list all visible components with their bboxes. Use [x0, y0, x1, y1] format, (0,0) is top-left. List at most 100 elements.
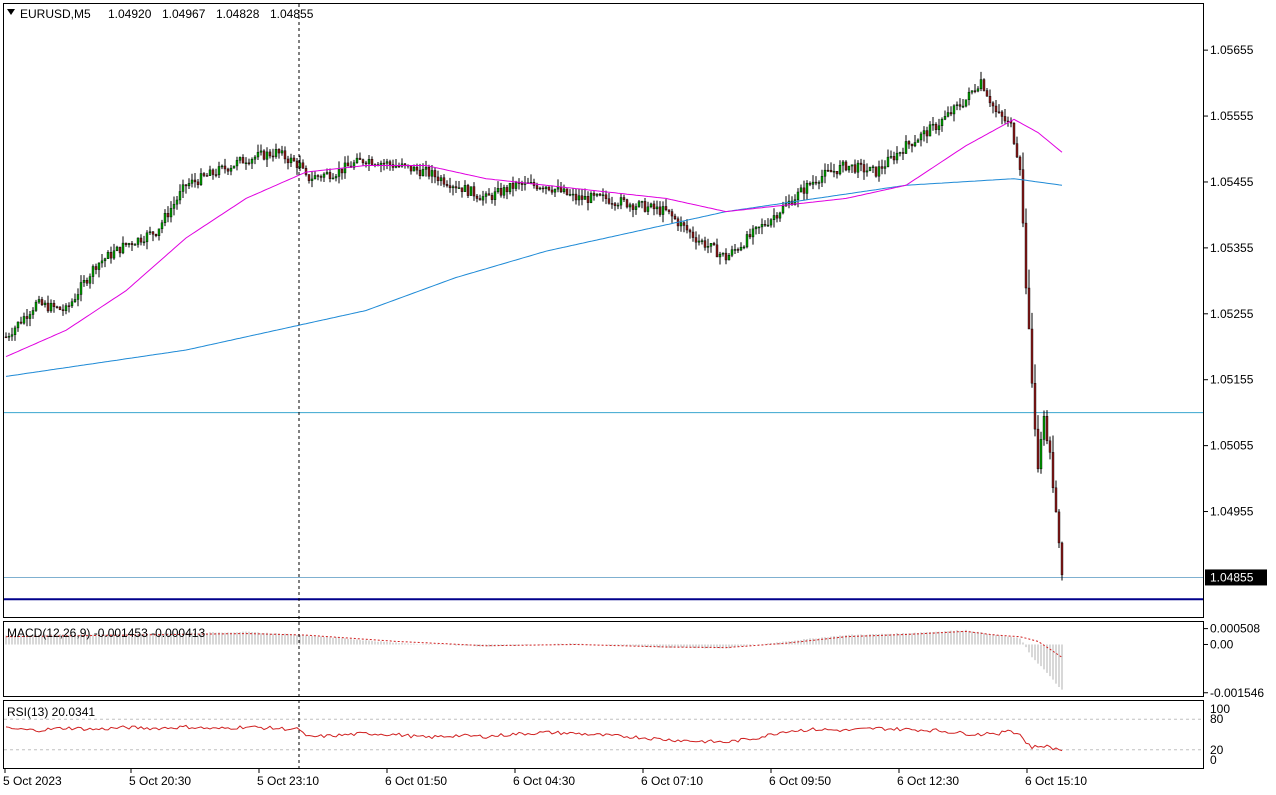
candle-body[interactable]: [145, 232, 149, 243]
candle-body[interactable]: [478, 198, 482, 201]
candle-body[interactable]: [649, 203, 653, 208]
candle-body[interactable]: [55, 306, 59, 308]
candle-body[interactable]: [250, 159, 254, 164]
candle-body[interactable]: [283, 150, 287, 160]
candle-body[interactable]: [913, 142, 917, 147]
candle-body[interactable]: [715, 244, 719, 258]
candle-body[interactable]: [961, 105, 965, 108]
candle-body[interactable]: [229, 167, 233, 172]
candle-body[interactable]: [559, 186, 563, 193]
candle-body[interactable]: [742, 246, 746, 249]
candle-body[interactable]: [769, 219, 773, 226]
macd-plot[interactable]: [5, 629, 1063, 690]
candle-body[interactable]: [682, 222, 686, 226]
candle-body[interactable]: [544, 186, 548, 189]
candle-body[interactable]: [151, 231, 155, 235]
candle-body[interactable]: [301, 162, 305, 169]
candle-body[interactable]: [946, 112, 950, 117]
candle-body[interactable]: [955, 104, 959, 107]
candle-body[interactable]: [160, 222, 164, 230]
candle-body[interactable]: [739, 246, 743, 251]
candle-body[interactable]: [793, 199, 797, 205]
candle-body[interactable]: [934, 123, 938, 130]
ma-slow-line[interactable]: [5, 178, 1063, 377]
candle-body[interactable]: [211, 169, 215, 175]
candle-body[interactable]: [886, 156, 890, 167]
candle-body[interactable]: [982, 79, 986, 91]
candle-body[interactable]: [949, 112, 953, 115]
candle-body[interactable]: [436, 176, 440, 182]
candle-body[interactable]: [622, 197, 626, 200]
candle-body[interactable]: [820, 176, 824, 183]
candle-body[interactable]: [217, 166, 221, 176]
candle-body[interactable]: [409, 165, 413, 172]
candle-body[interactable]: [928, 124, 932, 137]
candle-body[interactable]: [883, 166, 887, 169]
candle-body[interactable]: [298, 162, 302, 168]
candle-body[interactable]: [718, 253, 722, 258]
candle-body[interactable]: [724, 252, 728, 261]
candle-body[interactable]: [937, 125, 941, 130]
candle-body[interactable]: [904, 141, 908, 154]
candle-body[interactable]: [16, 321, 20, 329]
candle-body[interactable]: [484, 193, 488, 197]
candle-body[interactable]: [823, 169, 827, 177]
candle-body[interactable]: [535, 185, 539, 190]
candle-body[interactable]: [259, 150, 263, 153]
candle-body[interactable]: [133, 244, 137, 246]
candle-body[interactable]: [190, 179, 194, 184]
candle-body[interactable]: [130, 243, 134, 245]
candle-body[interactable]: [331, 177, 335, 180]
candle-body[interactable]: [466, 185, 470, 196]
candle-body[interactable]: [940, 119, 944, 127]
candle-body[interactable]: [286, 158, 290, 164]
candle-body[interactable]: [124, 242, 128, 245]
candle-body[interactable]: [43, 302, 47, 305]
candle-body[interactable]: [895, 152, 899, 161]
candle-body[interactable]: [541, 187, 545, 190]
candle-body[interactable]: [835, 170, 839, 175]
rsi-plot[interactable]: [4, 718, 1203, 752]
candle-body[interactable]: [103, 258, 107, 262]
candle-body[interactable]: [547, 186, 551, 191]
candle-body[interactable]: [304, 168, 308, 175]
candle-body[interactable]: [766, 224, 770, 227]
candle-body[interactable]: [856, 162, 860, 173]
candle-body[interactable]: [841, 161, 845, 166]
candle-body[interactable]: [670, 211, 674, 217]
candle-body[interactable]: [175, 199, 179, 205]
candle-body[interactable]: [238, 157, 242, 161]
candle-body[interactable]: [1030, 328, 1034, 384]
candle-body[interactable]: [205, 175, 209, 177]
candle-body[interactable]: [463, 185, 467, 192]
candle-body[interactable]: [337, 168, 341, 177]
candle-body[interactable]: [487, 193, 491, 196]
candle-body[interactable]: [1018, 156, 1022, 170]
candle-body[interactable]: [919, 133, 923, 141]
candle-body[interactable]: [574, 193, 578, 201]
candle-body[interactable]: [688, 229, 692, 233]
candle-body[interactable]: [265, 151, 269, 160]
candle-body[interactable]: [781, 205, 785, 214]
candle-body[interactable]: [223, 165, 227, 170]
candle-body[interactable]: [472, 186, 476, 197]
price-plot[interactable]: [4, 71, 1203, 601]
candle-body[interactable]: [598, 193, 602, 196]
candle-body[interactable]: [148, 231, 152, 234]
candle-body[interactable]: [490, 195, 494, 200]
candle-body[interactable]: [1051, 452, 1055, 489]
candle-body[interactable]: [1015, 143, 1019, 158]
candle-body[interactable]: [397, 165, 401, 168]
candle-body[interactable]: [655, 206, 659, 210]
candle-body[interactable]: [1039, 439, 1043, 470]
candle-body[interactable]: [607, 198, 611, 204]
candle-body[interactable]: [658, 206, 662, 215]
candle-body[interactable]: [79, 282, 83, 295]
candle-body[interactable]: [355, 157, 359, 163]
candle-body[interactable]: [901, 152, 905, 154]
candle-body[interactable]: [316, 175, 320, 177]
candle-body[interactable]: [295, 160, 299, 168]
candle-body[interactable]: [1027, 287, 1031, 330]
candle-body[interactable]: [10, 334, 14, 337]
